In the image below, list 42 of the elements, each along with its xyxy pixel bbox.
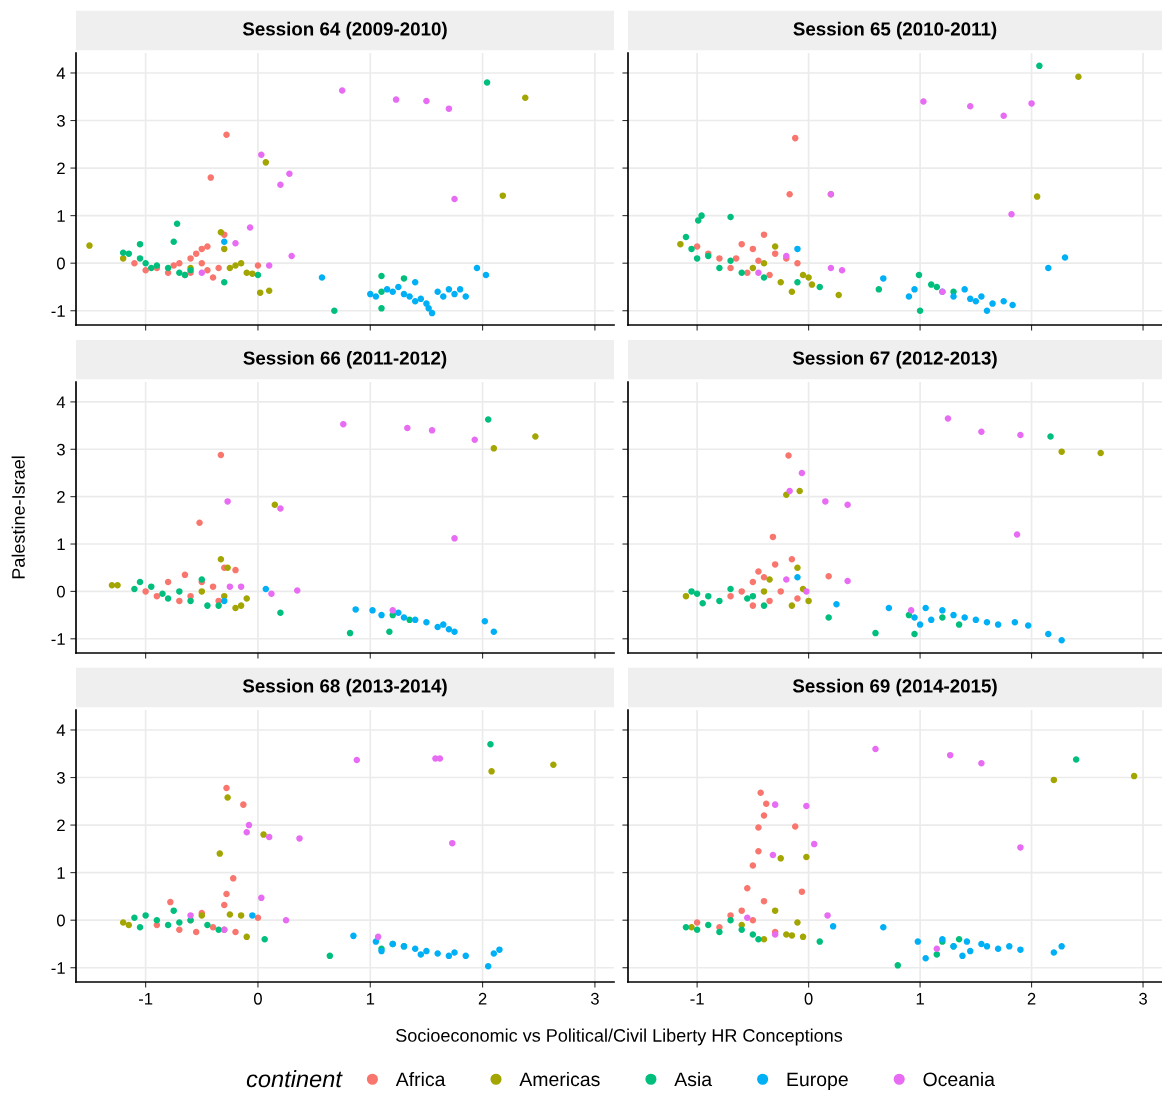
y-tick-label: 3	[56, 771, 65, 784]
y-tick-label: 3	[56, 114, 65, 127]
y-tick-label: 1	[57, 210, 65, 222]
y-tick-label: 0	[56, 585, 65, 598]
legend-label: Asia	[674, 1071, 713, 1087]
chart-title: Session 65 (2010-2011)	[793, 21, 997, 40]
y-tick-label: 3	[56, 443, 65, 456]
x-tick-label: 2	[1027, 992, 1036, 1005]
y-tick-label: 1	[57, 538, 65, 551]
y-tick-label: -1	[51, 633, 65, 645]
x-tick-label: 3	[590, 992, 599, 1005]
legend-label: Africa	[395, 1071, 446, 1087]
y-tick-label: 4	[56, 724, 66, 737]
chart-title: Session 69 (2014-2015)	[792, 678, 997, 697]
x-axis-title: Socioeconomic vs Political/Civil Liberty HR Conceptions	[396, 1028, 843, 1046]
x-tick-label: -1	[690, 993, 704, 1005]
x-tick-label: 0	[253, 992, 262, 1005]
y-tick-label: 4	[56, 67, 66, 80]
x-tick-label: 1	[916, 993, 924, 1005]
legend-label: Europe	[787, 1072, 848, 1091]
legend-title: continent	[246, 1069, 343, 1088]
x-tick-label: -1	[138, 993, 153, 1005]
x-tick-label: 1	[366, 993, 375, 1005]
y-tick-label: 1	[57, 867, 65, 879]
x-tick-label: 3	[1139, 992, 1147, 1005]
y-axis-title: Palestine-Israel	[11, 456, 25, 579]
chart-title: Session 64 (2009-2010)	[242, 21, 447, 40]
y-tick-label: 2	[57, 162, 65, 175]
y-tick-label: 4	[56, 396, 66, 408]
y-tick-label: 2	[57, 819, 65, 832]
y-tick-label: 0	[56, 257, 65, 270]
x-tick-label: 2	[478, 992, 487, 1005]
y-tick-label: -1	[51, 305, 65, 317]
legend-label: Oceania	[923, 1071, 995, 1087]
y-tick-label: 2	[57, 491, 65, 503]
x-tick-label: 0	[804, 992, 813, 1005]
chart-title: Session 68 (2013-2014)	[242, 678, 447, 697]
y-tick-label: 0	[56, 914, 65, 927]
chart-title: Session 66 (2011-2012)	[243, 350, 447, 369]
legend-label: Americas	[519, 1071, 600, 1087]
chart-title: Session 67 (2012-2013)	[792, 350, 997, 369]
y-tick-label: -1	[51, 962, 65, 974]
